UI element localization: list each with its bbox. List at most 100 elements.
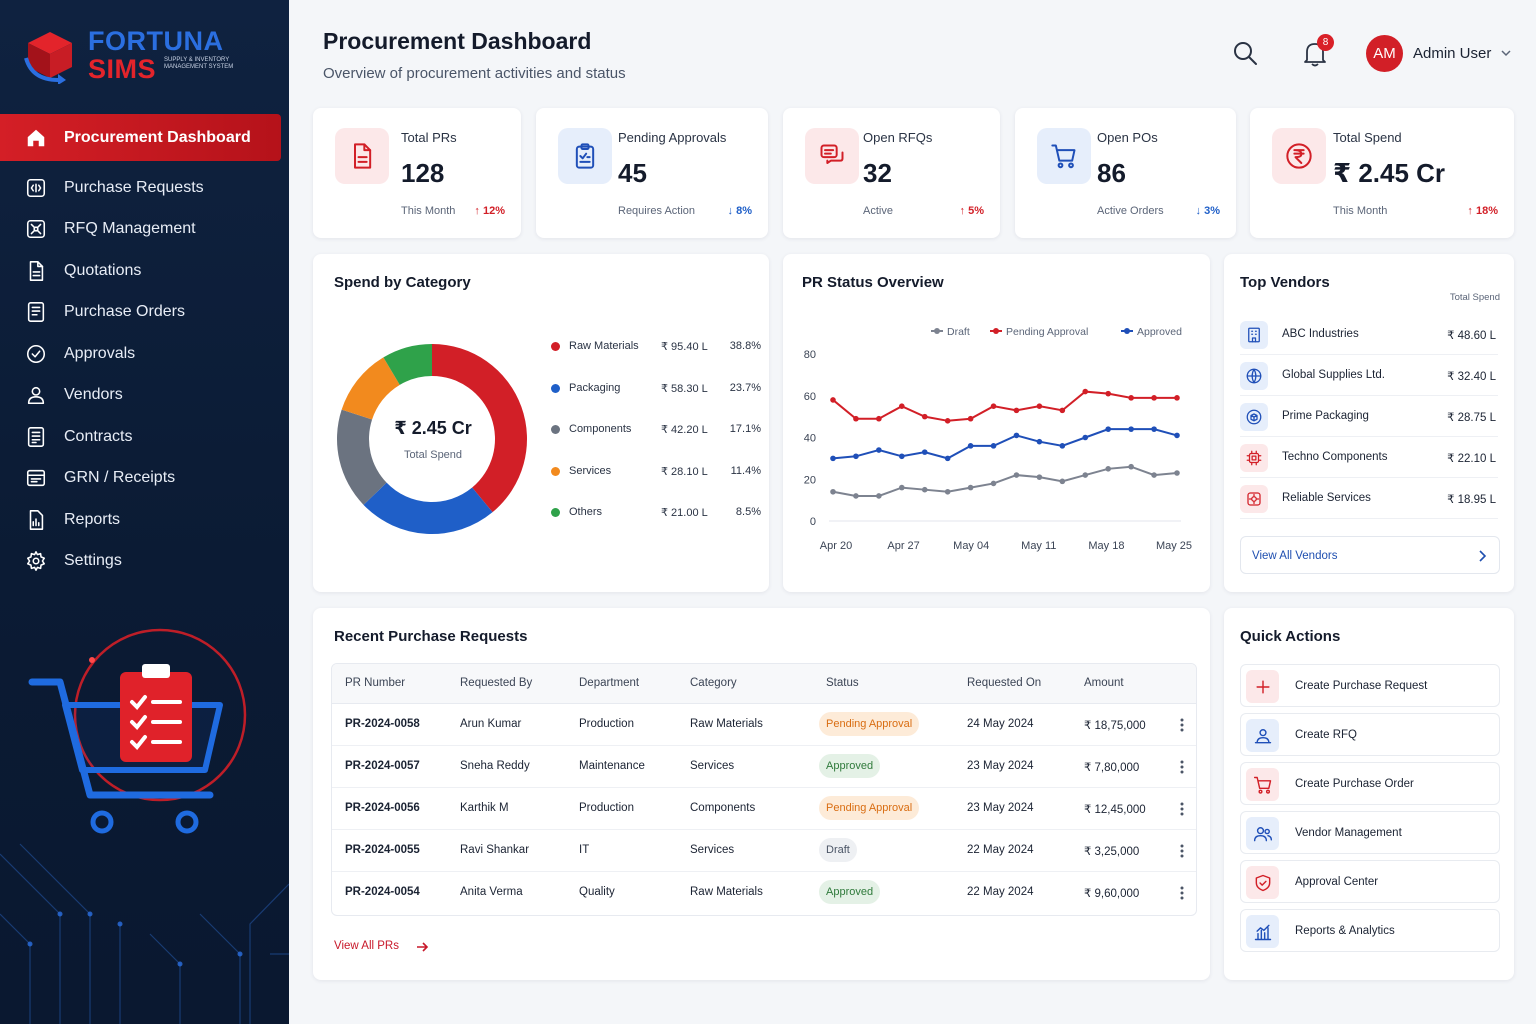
data-point[interactable] [853,415,859,422]
quick-action-reports-analytics[interactable]: Reports & Analytics [1240,909,1500,952]
more-options-icon[interactable] [1180,759,1184,775]
vendor-row[interactable]: Reliable Services ₹ 18.95 L [1240,479,1498,519]
sidebar-item-quotations[interactable]: Quotations [0,250,289,292]
data-point[interactable] [1174,395,1180,401]
data-point[interactable] [990,480,997,487]
data-point[interactable] [1105,466,1111,472]
donut-slice-packaging[interactable] [363,482,493,534]
sidebar-item-procurement-dashboard[interactable]: Procurement Dashboard [0,114,281,161]
data-point[interactable] [876,447,882,453]
data-point[interactable] [830,455,836,462]
donut-slice-others[interactable] [383,344,432,385]
data-point[interactable] [899,484,905,491]
kpi-card-total-spend[interactable]: Total Spend ₹ 2.45 Cr This Month ↑ 18% [1250,108,1514,238]
data-point[interactable] [967,484,974,491]
data-point[interactable] [1013,472,1020,478]
sidebar-item-reports[interactable]: Reports [0,499,289,541]
data-point[interactable] [1128,426,1134,432]
more-options-icon[interactable] [1180,843,1184,859]
quick-action-create-purchase-request[interactable]: Create Purchase Request [1240,664,1500,707]
quick-action-vendor-management[interactable]: Vendor Management [1240,811,1500,854]
data-point[interactable] [1128,463,1134,470]
data-point[interactable] [1105,390,1111,397]
data-point[interactable] [853,493,859,499]
data-point[interactable] [990,403,997,409]
donut-slice-services[interactable] [341,357,400,420]
data-point[interactable] [876,493,882,499]
data-point[interactable] [1059,407,1066,414]
data-point[interactable] [1082,388,1089,395]
data-point[interactable] [1151,395,1157,401]
vendor-row[interactable]: Techno Components ₹ 22.10 L [1240,438,1498,478]
kpi-card-pending-approvals[interactable]: Pending Approvals 45 Requires Action ↓ 8… [536,108,768,238]
data-point[interactable] [944,455,951,462]
data-point[interactable] [1013,432,1020,439]
sidebar-item-approvals[interactable]: Approvals [0,333,289,375]
quick-action-create-rfq[interactable]: Create RFQ [1240,713,1500,756]
user-avatar[interactable]: AM [1366,35,1403,72]
sidebar-item-contracts[interactable]: Contracts [0,416,289,458]
pr-number[interactable]: PR-2024-0058 [345,718,420,730]
data-point[interactable] [1174,432,1180,439]
brand-logo[interactable]: FORTUNA SIMS Supply & Inventory Manageme… [22,26,272,86]
donut-slice-raw-materials[interactable] [432,344,527,513]
data-point[interactable] [876,415,882,422]
data-point[interactable] [899,453,905,460]
column-header[interactable]: PR Number [345,677,406,689]
table-row[interactable]: PR-2024-0055 Ravi Shankar IT Services Dr… [332,830,1196,872]
sidebar-item-purchase-requests[interactable]: Purchase Requests [0,167,289,209]
pr-number[interactable]: PR-2024-0054 [345,886,420,898]
data-point[interactable] [944,418,951,424]
data-point[interactable] [1174,470,1180,476]
chevron-down-icon[interactable] [1500,47,1512,59]
donut-slice-components[interactable] [337,409,387,505]
user-name[interactable]: Admin User [1413,45,1492,62]
vendor-row[interactable]: Prime Packaging ₹ 28.75 L [1240,397,1498,437]
table-row[interactable]: PR-2024-0058 Arun Kumar Production Raw M… [332,704,1196,746]
data-point[interactable] [1013,407,1020,414]
column-header[interactable]: Requested On [967,677,1042,689]
quick-action-approval-center[interactable]: Approval Center [1240,860,1500,903]
more-options-icon[interactable] [1180,717,1184,733]
kpi-card-open-pos[interactable]: Open POs 86 Active Orders ↓ 3% [1015,108,1236,238]
sidebar-item-purchase-orders[interactable]: Purchase Orders [0,292,289,334]
column-header[interactable]: Category [690,677,737,689]
more-options-icon[interactable] [1180,885,1184,901]
data-point[interactable] [1059,478,1066,485]
kpi-card-open-rfqs[interactable]: Open RFQs 32 Active ↑ 5% [783,108,1000,238]
view-all-prs-link[interactable]: View All PRs [334,938,434,956]
sidebar-item-rfq-management[interactable]: RFQ Management [0,209,289,251]
notification-bell-icon[interactable] [1302,40,1328,68]
data-point[interactable] [944,488,951,495]
data-point[interactable] [921,486,928,493]
table-row[interactable]: PR-2024-0057 Sneha Reddy Maintenance Ser… [332,746,1196,788]
more-options-icon[interactable] [1180,801,1184,817]
data-point[interactable] [1082,434,1089,441]
table-row[interactable]: PR-2024-0054 Anita Verma Quality Raw Mat… [332,872,1196,914]
column-header[interactable]: Status [826,677,859,689]
data-point[interactable] [1059,443,1066,449]
column-header[interactable]: Department [579,677,640,689]
pr-number[interactable]: PR-2024-0056 [345,802,420,814]
sidebar-item-grn-receipts[interactable]: GRN / Receipts [0,458,289,500]
data-point[interactable] [830,397,836,403]
data-point[interactable] [967,415,974,422]
data-point[interactable] [1151,426,1157,432]
sidebar-item-vendors[interactable]: Vendors [0,375,289,417]
column-header[interactable]: Amount [1084,677,1124,689]
search-icon[interactable] [1232,40,1258,66]
pr-number[interactable]: PR-2024-0055 [345,844,420,856]
view-all-vendors-button[interactable]: View All Vendors [1240,536,1500,574]
data-point[interactable] [1036,438,1043,445]
sidebar-item-settings[interactable]: Settings [0,541,289,583]
data-point[interactable] [1105,426,1111,432]
quick-action-create-purchase-order[interactable]: Create Purchase Order [1240,762,1500,805]
table-row[interactable]: PR-2024-0056 Karthik M Production Compon… [332,788,1196,830]
data-point[interactable] [899,403,905,409]
data-point[interactable] [990,443,997,449]
data-point[interactable] [1128,395,1134,401]
column-header[interactable]: Requested By [460,677,533,689]
data-point[interactable] [1151,472,1157,478]
data-point[interactable] [921,413,928,420]
data-point[interactable] [1036,474,1043,480]
